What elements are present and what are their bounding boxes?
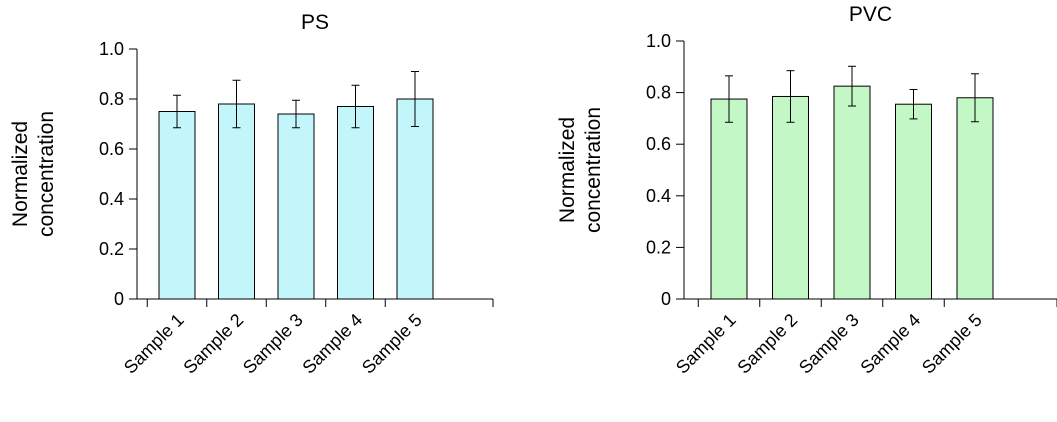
y-tick-label: 0 xyxy=(114,289,124,309)
y-tick-label: 0.6 xyxy=(646,134,671,154)
bar xyxy=(218,103,255,300)
y-tick-label: 0.4 xyxy=(646,186,671,206)
bar xyxy=(833,85,871,300)
y-tick-label: 0.8 xyxy=(646,83,671,103)
y-axis-label-line: Normalized xyxy=(556,117,579,223)
bar xyxy=(337,106,374,300)
y-axis-label-line: Normalized xyxy=(9,121,32,227)
x-tick-label: Sample 1 xyxy=(120,310,188,378)
x-tick-label: Sample 5 xyxy=(358,310,426,378)
y-tick-label: 0.4 xyxy=(99,189,124,209)
chart-ps: PS Normalized concentration 0 0.2 0.4 0.6 0.8 1.… xyxy=(9,11,494,378)
y-tick-label: 1.0 xyxy=(99,39,124,59)
x-tick-label: Sample 3 xyxy=(795,310,863,378)
y-tick-label: 0 xyxy=(661,289,671,309)
x-tick-label: Sample 1 xyxy=(672,310,740,378)
bar xyxy=(895,103,932,300)
x-tick-label: Sample 4 xyxy=(298,310,366,378)
y-tick-label: 0.2 xyxy=(99,239,124,259)
x-tick-label: Sample 2 xyxy=(733,310,801,378)
x-tick-label: Sample 2 xyxy=(179,310,247,378)
y-axis-label-line: concentration xyxy=(582,107,605,233)
y-axis-label: Normalized concentration xyxy=(556,107,605,233)
bar xyxy=(158,111,196,300)
y-tick-label: 0.8 xyxy=(99,89,124,109)
x-tick-label: Sample 3 xyxy=(239,310,307,378)
bar xyxy=(277,113,315,300)
bar xyxy=(956,97,994,300)
y-axis-label-line: concentration xyxy=(35,111,58,237)
bar xyxy=(710,98,748,300)
y-tick-label: 0.2 xyxy=(646,237,671,257)
x-tick-label: Sample 4 xyxy=(856,310,924,378)
y-tick-label: 1.0 xyxy=(646,31,671,51)
x-tick-label: Sample 5 xyxy=(918,310,986,378)
bar xyxy=(772,95,809,300)
chart-title: PS xyxy=(301,11,329,34)
chart-title: PVC xyxy=(849,3,892,26)
y-tick-label: 0.6 xyxy=(99,139,124,159)
y-axis-label: Normalized concentration xyxy=(9,111,58,237)
bar xyxy=(396,98,434,300)
chart-pvc: PVC Normalized concentration 0 0.2 0.4 0.6 0.8 1… xyxy=(556,3,1057,378)
